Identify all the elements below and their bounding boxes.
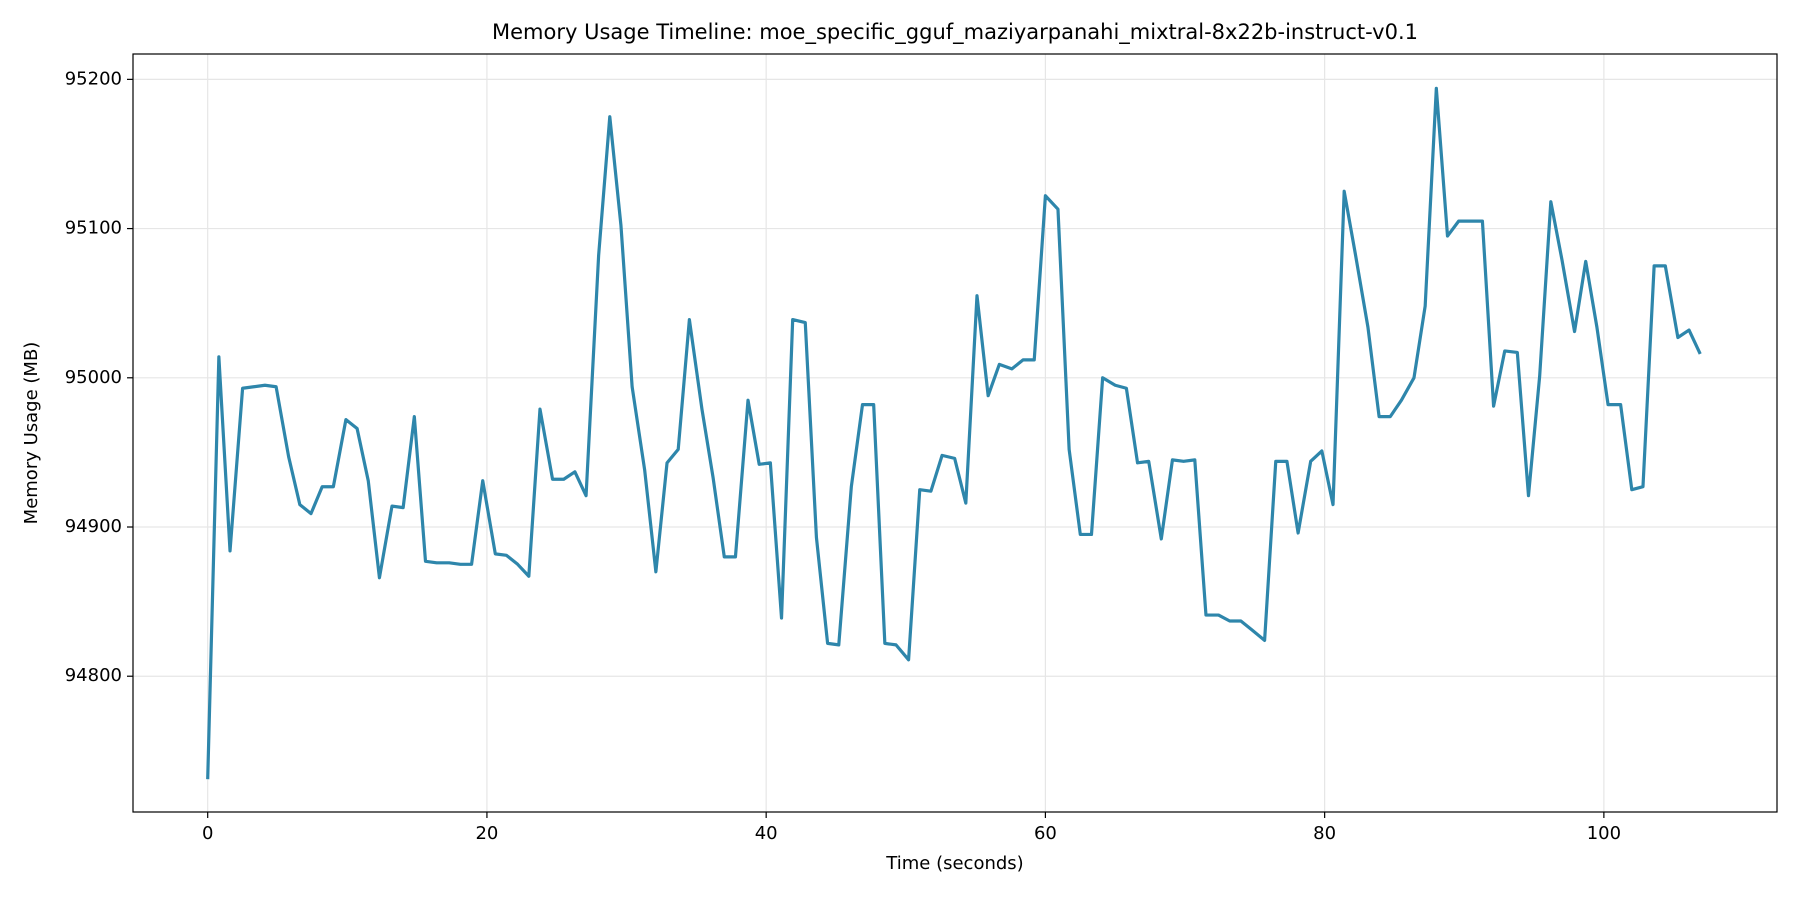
x-tick-label: 60 (1034, 823, 1057, 844)
y-tick-label: 95100 (65, 218, 122, 239)
plot-area (206, 86, 1702, 780)
y-tick-label: 94900 (65, 516, 122, 537)
y-axis-label: Memory Usage (MB) (21, 342, 42, 525)
y-tick-label: 95000 (65, 367, 122, 388)
x-tick-label: 80 (1313, 823, 1336, 844)
x-tick-label: 20 (475, 823, 498, 844)
data-line (206, 86, 1702, 780)
axes-frame (132, 53, 1778, 813)
x-tick-label: 100 (1587, 823, 1621, 844)
y-tick-label: 95200 (65, 68, 122, 89)
x-axis-label: Time (seconds) (885, 853, 1023, 874)
x-tick-label: 40 (755, 823, 778, 844)
x-tick-label: 0 (202, 823, 213, 844)
chart-title: Memory Usage Timeline: moe_specific_gguf… (492, 20, 1418, 45)
grid (133, 54, 1777, 812)
y-tick-label: 94800 (65, 665, 122, 686)
